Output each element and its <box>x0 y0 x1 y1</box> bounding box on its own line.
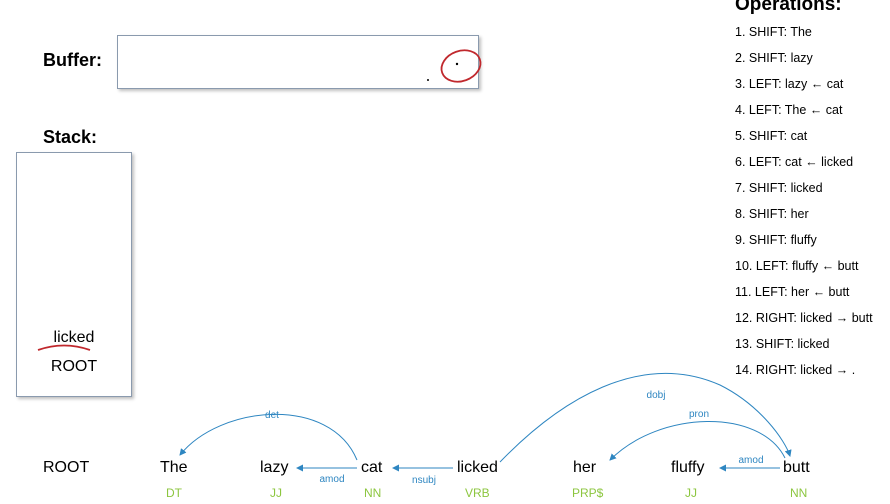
arc-label-amod-fluffy: amod <box>738 455 763 466</box>
annotation-dot <box>427 79 429 81</box>
operation-item: 1. SHIFT: The <box>735 25 812 39</box>
operation-item: 11. LEFT: her ← butt <box>735 285 850 299</box>
operation-item: 14. RIGHT: licked → . <box>735 363 856 377</box>
word-her: her <box>573 459 597 476</box>
operation-item: 9. SHIFT: fluffy <box>735 233 817 247</box>
arc-pron <box>609 421 786 461</box>
operation-item: 13. SHIFT: licked <box>735 337 830 351</box>
stack-item-root: ROOT <box>50 358 98 375</box>
word-lazy: lazy <box>260 459 289 476</box>
word-fluffy: fluffy <box>671 459 705 476</box>
stack-box: licked ROOT <box>16 152 132 397</box>
annotation-circle <box>440 49 482 83</box>
word-root: ROOT <box>43 459 90 476</box>
arc-det <box>179 413 358 461</box>
operation-item: 7. SHIFT: licked <box>735 181 823 195</box>
arc-label-amod-lazy: amod <box>319 474 344 485</box>
buffer-label: Buffer: <box>43 50 102 70</box>
arc-label-dobj: dobj <box>647 390 666 401</box>
tag-nn: NN <box>364 486 382 500</box>
arc-dobj <box>499 372 792 463</box>
word-the: The <box>160 459 188 476</box>
word-cat: cat <box>361 459 383 476</box>
operations-title: Operations: <box>735 0 842 15</box>
tag-jj: JJ <box>270 486 282 500</box>
operation-item: 4. LEFT: The ← cat <box>735 103 843 117</box>
operation-item: 2. SHIFT: lazy <box>735 51 813 65</box>
stack-item-licked: licked <box>53 329 95 346</box>
annotation-dot <box>455 62 459 66</box>
arc-label-det: det <box>265 410 279 421</box>
tag-vrb: VRB <box>465 486 490 500</box>
arc-label-nsubj: nsubj <box>412 475 436 486</box>
tag-jj: JJ <box>685 486 697 500</box>
word-licked: licked <box>457 459 498 476</box>
tag-prp: PRP$ <box>572 486 604 500</box>
buffer-box <box>117 35 479 89</box>
operation-item: 6. LEFT: cat ← licked <box>735 155 854 169</box>
arc-label-pron: pron <box>689 409 709 420</box>
tag-nn: NN <box>790 486 808 500</box>
operation-item: 5. SHIFT: cat <box>735 129 808 143</box>
annotation-underline <box>37 344 91 351</box>
word-butt: butt <box>783 459 810 476</box>
operation-item: 8. SHIFT: her <box>735 207 809 221</box>
operation-item: 3. LEFT: lazy ← cat <box>735 77 844 91</box>
operation-item: 12. RIGHT: licked → butt <box>735 311 873 325</box>
operation-item: 10. LEFT: fluffy ← butt <box>735 259 859 273</box>
stack-label: Stack: <box>43 127 98 147</box>
operations-list: 1. SHIFT: The 2. SHIFT: lazy 3. LEFT: la… <box>735 24 873 388</box>
tag-dt: DT <box>166 486 182 500</box>
